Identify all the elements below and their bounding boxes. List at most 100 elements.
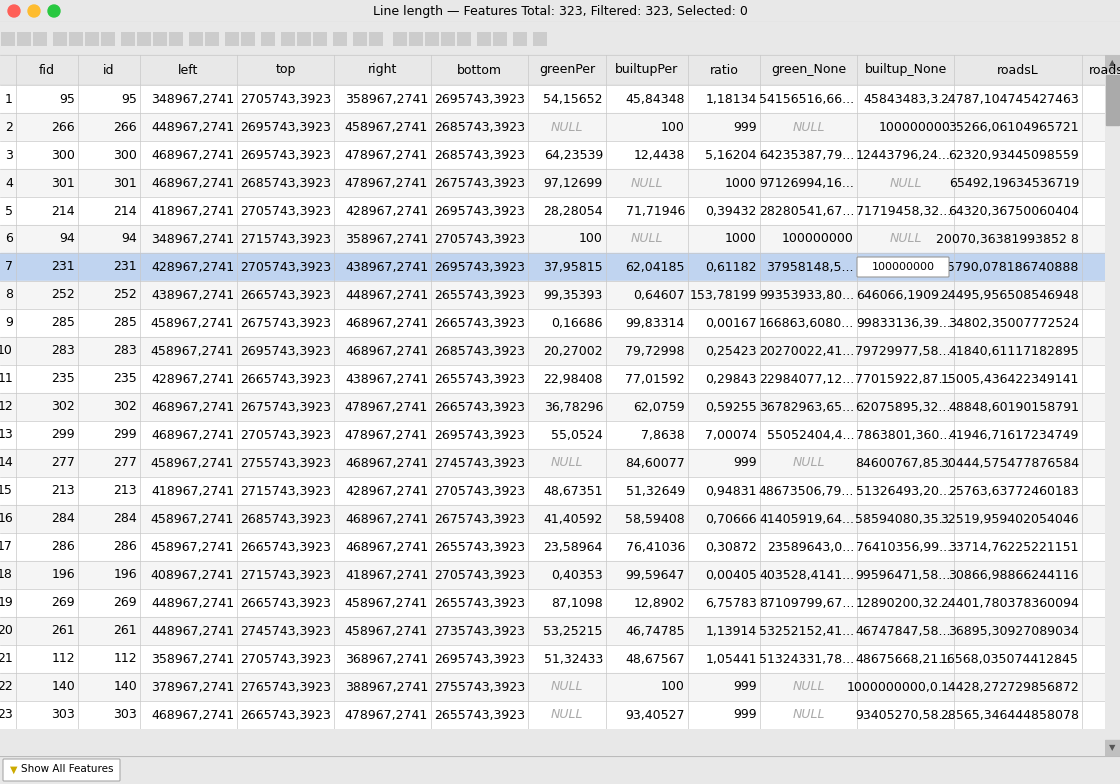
Bar bbox=[0, 225, 1105, 253]
Text: 468967,2741: 468967,2741 bbox=[345, 456, 428, 470]
Bar bbox=[0, 449, 1105, 477]
Text: fid: fid bbox=[39, 64, 55, 77]
Text: 2715743,3923: 2715743,3923 bbox=[240, 568, 332, 582]
Text: bottom: bottom bbox=[457, 64, 502, 77]
Text: 28,28054: 28,28054 bbox=[543, 205, 603, 217]
Text: 458967,2741: 458967,2741 bbox=[151, 513, 234, 525]
Text: 24787,104745427463: 24787,104745427463 bbox=[941, 93, 1079, 106]
Text: 2675743,3923: 2675743,3923 bbox=[240, 317, 332, 329]
Text: 252: 252 bbox=[113, 289, 137, 302]
Text: 458967,2741: 458967,2741 bbox=[345, 625, 428, 637]
Text: 22984077,12...: 22984077,12... bbox=[758, 372, 853, 386]
Bar bbox=[0, 589, 1105, 617]
Text: 5: 5 bbox=[4, 205, 13, 217]
Text: 62,0759: 62,0759 bbox=[634, 401, 685, 413]
Text: 41946,71617234749: 41946,71617234749 bbox=[949, 429, 1079, 441]
Text: 999: 999 bbox=[734, 456, 757, 470]
Bar bbox=[0, 141, 1105, 169]
Text: 468967,2741: 468967,2741 bbox=[151, 429, 234, 441]
Text: 302: 302 bbox=[52, 401, 75, 413]
Text: right: right bbox=[367, 64, 398, 77]
Text: 15005,436422349141: 15005,436422349141 bbox=[941, 372, 1079, 386]
Text: 4: 4 bbox=[6, 176, 13, 190]
Text: 468967,2741: 468967,2741 bbox=[151, 148, 234, 162]
Text: 6: 6 bbox=[6, 233, 13, 245]
Text: 64,23539: 64,23539 bbox=[543, 148, 603, 162]
Text: 468967,2741: 468967,2741 bbox=[151, 401, 234, 413]
Text: 100000000: 100000000 bbox=[782, 233, 853, 245]
Text: 99596471,58...: 99596471,58... bbox=[856, 568, 951, 582]
Text: 2655743,3923: 2655743,3923 bbox=[435, 372, 525, 386]
Bar bbox=[424, 31, 439, 45]
Text: 2655743,3923: 2655743,3923 bbox=[435, 540, 525, 554]
Text: 25790,078186740888: 25790,078186740888 bbox=[940, 260, 1079, 274]
Text: 301: 301 bbox=[113, 176, 137, 190]
Text: 100: 100 bbox=[661, 681, 685, 694]
Text: 21: 21 bbox=[0, 652, 13, 666]
Text: 468967,2741: 468967,2741 bbox=[151, 709, 234, 721]
Text: 87,1098: 87,1098 bbox=[551, 597, 603, 609]
Text: 283: 283 bbox=[113, 344, 137, 358]
Text: 196: 196 bbox=[113, 568, 137, 582]
Bar bbox=[0, 253, 1105, 281]
Text: 261: 261 bbox=[52, 625, 75, 637]
Text: greenPer: greenPer bbox=[539, 64, 595, 77]
Bar bbox=[368, 31, 383, 45]
Text: 468967,2741: 468967,2741 bbox=[345, 317, 428, 329]
Bar bbox=[241, 31, 255, 45]
FancyBboxPatch shape bbox=[857, 257, 949, 277]
Text: 0,59255: 0,59255 bbox=[706, 401, 757, 413]
Text: 55,0524: 55,0524 bbox=[551, 429, 603, 441]
Text: 2705743,3923: 2705743,3923 bbox=[433, 568, 525, 582]
Text: 0,16686: 0,16686 bbox=[551, 317, 603, 329]
Text: 303: 303 bbox=[113, 709, 137, 721]
Text: 35266,06104965721: 35266,06104965721 bbox=[949, 121, 1079, 133]
Text: 12443796,24...: 12443796,24... bbox=[856, 148, 951, 162]
Text: 11: 11 bbox=[0, 372, 13, 386]
Bar bbox=[1, 31, 15, 45]
Text: 84600767,85...: 84600767,85... bbox=[856, 456, 951, 470]
Text: 286: 286 bbox=[113, 540, 137, 554]
Text: 428967,2741: 428967,2741 bbox=[345, 205, 428, 217]
Text: 2765743,3923: 2765743,3923 bbox=[240, 681, 332, 694]
Bar bbox=[53, 31, 67, 45]
Text: 428967,2741: 428967,2741 bbox=[151, 260, 234, 274]
Text: 48848,60190158791: 48848,60190158791 bbox=[948, 401, 1079, 413]
Bar bbox=[477, 31, 491, 45]
Text: 468967,2741: 468967,2741 bbox=[151, 176, 234, 190]
Text: 79,72998: 79,72998 bbox=[625, 344, 685, 358]
Text: 51,32649: 51,32649 bbox=[626, 485, 685, 498]
Text: 458967,2741: 458967,2741 bbox=[345, 121, 428, 133]
Text: 418967,2741: 418967,2741 bbox=[151, 485, 234, 498]
Text: 266: 266 bbox=[113, 121, 137, 133]
Text: 41405919,64...: 41405919,64... bbox=[759, 513, 853, 525]
Text: NULL: NULL bbox=[792, 121, 824, 133]
Bar bbox=[1105, 55, 1120, 71]
Text: 2665743,3923: 2665743,3923 bbox=[240, 289, 332, 302]
Text: 100: 100 bbox=[579, 233, 603, 245]
Text: 53,25215: 53,25215 bbox=[543, 625, 603, 637]
Text: 2665743,3923: 2665743,3923 bbox=[435, 317, 525, 329]
Text: 428967,2741: 428967,2741 bbox=[151, 372, 234, 386]
Bar bbox=[169, 31, 183, 45]
Text: 2675743,3923: 2675743,3923 bbox=[240, 401, 332, 413]
Text: 20: 20 bbox=[0, 625, 13, 637]
Text: 286: 286 bbox=[52, 540, 75, 554]
Bar bbox=[0, 337, 1105, 365]
Text: 448967,2741: 448967,2741 bbox=[151, 121, 234, 133]
Text: 76,41036: 76,41036 bbox=[626, 540, 685, 554]
Text: 368967,2741: 368967,2741 bbox=[345, 652, 428, 666]
Text: 284: 284 bbox=[113, 513, 137, 525]
Text: 94: 94 bbox=[59, 233, 75, 245]
Text: builtupPer: builtupPer bbox=[615, 64, 679, 77]
Text: 48,67351: 48,67351 bbox=[543, 485, 603, 498]
Text: 235: 235 bbox=[52, 372, 75, 386]
Text: 428967,2741: 428967,2741 bbox=[345, 485, 428, 498]
Text: 277: 277 bbox=[113, 456, 137, 470]
Text: 55052404,4...: 55052404,4... bbox=[766, 429, 853, 441]
Text: 458967,2741: 458967,2741 bbox=[151, 456, 234, 470]
Text: ratio: ratio bbox=[710, 64, 738, 77]
Text: 65492,19634536719: 65492,19634536719 bbox=[949, 176, 1079, 190]
Text: 2695743,3923: 2695743,3923 bbox=[435, 205, 525, 217]
Text: 51,32433: 51,32433 bbox=[543, 652, 603, 666]
